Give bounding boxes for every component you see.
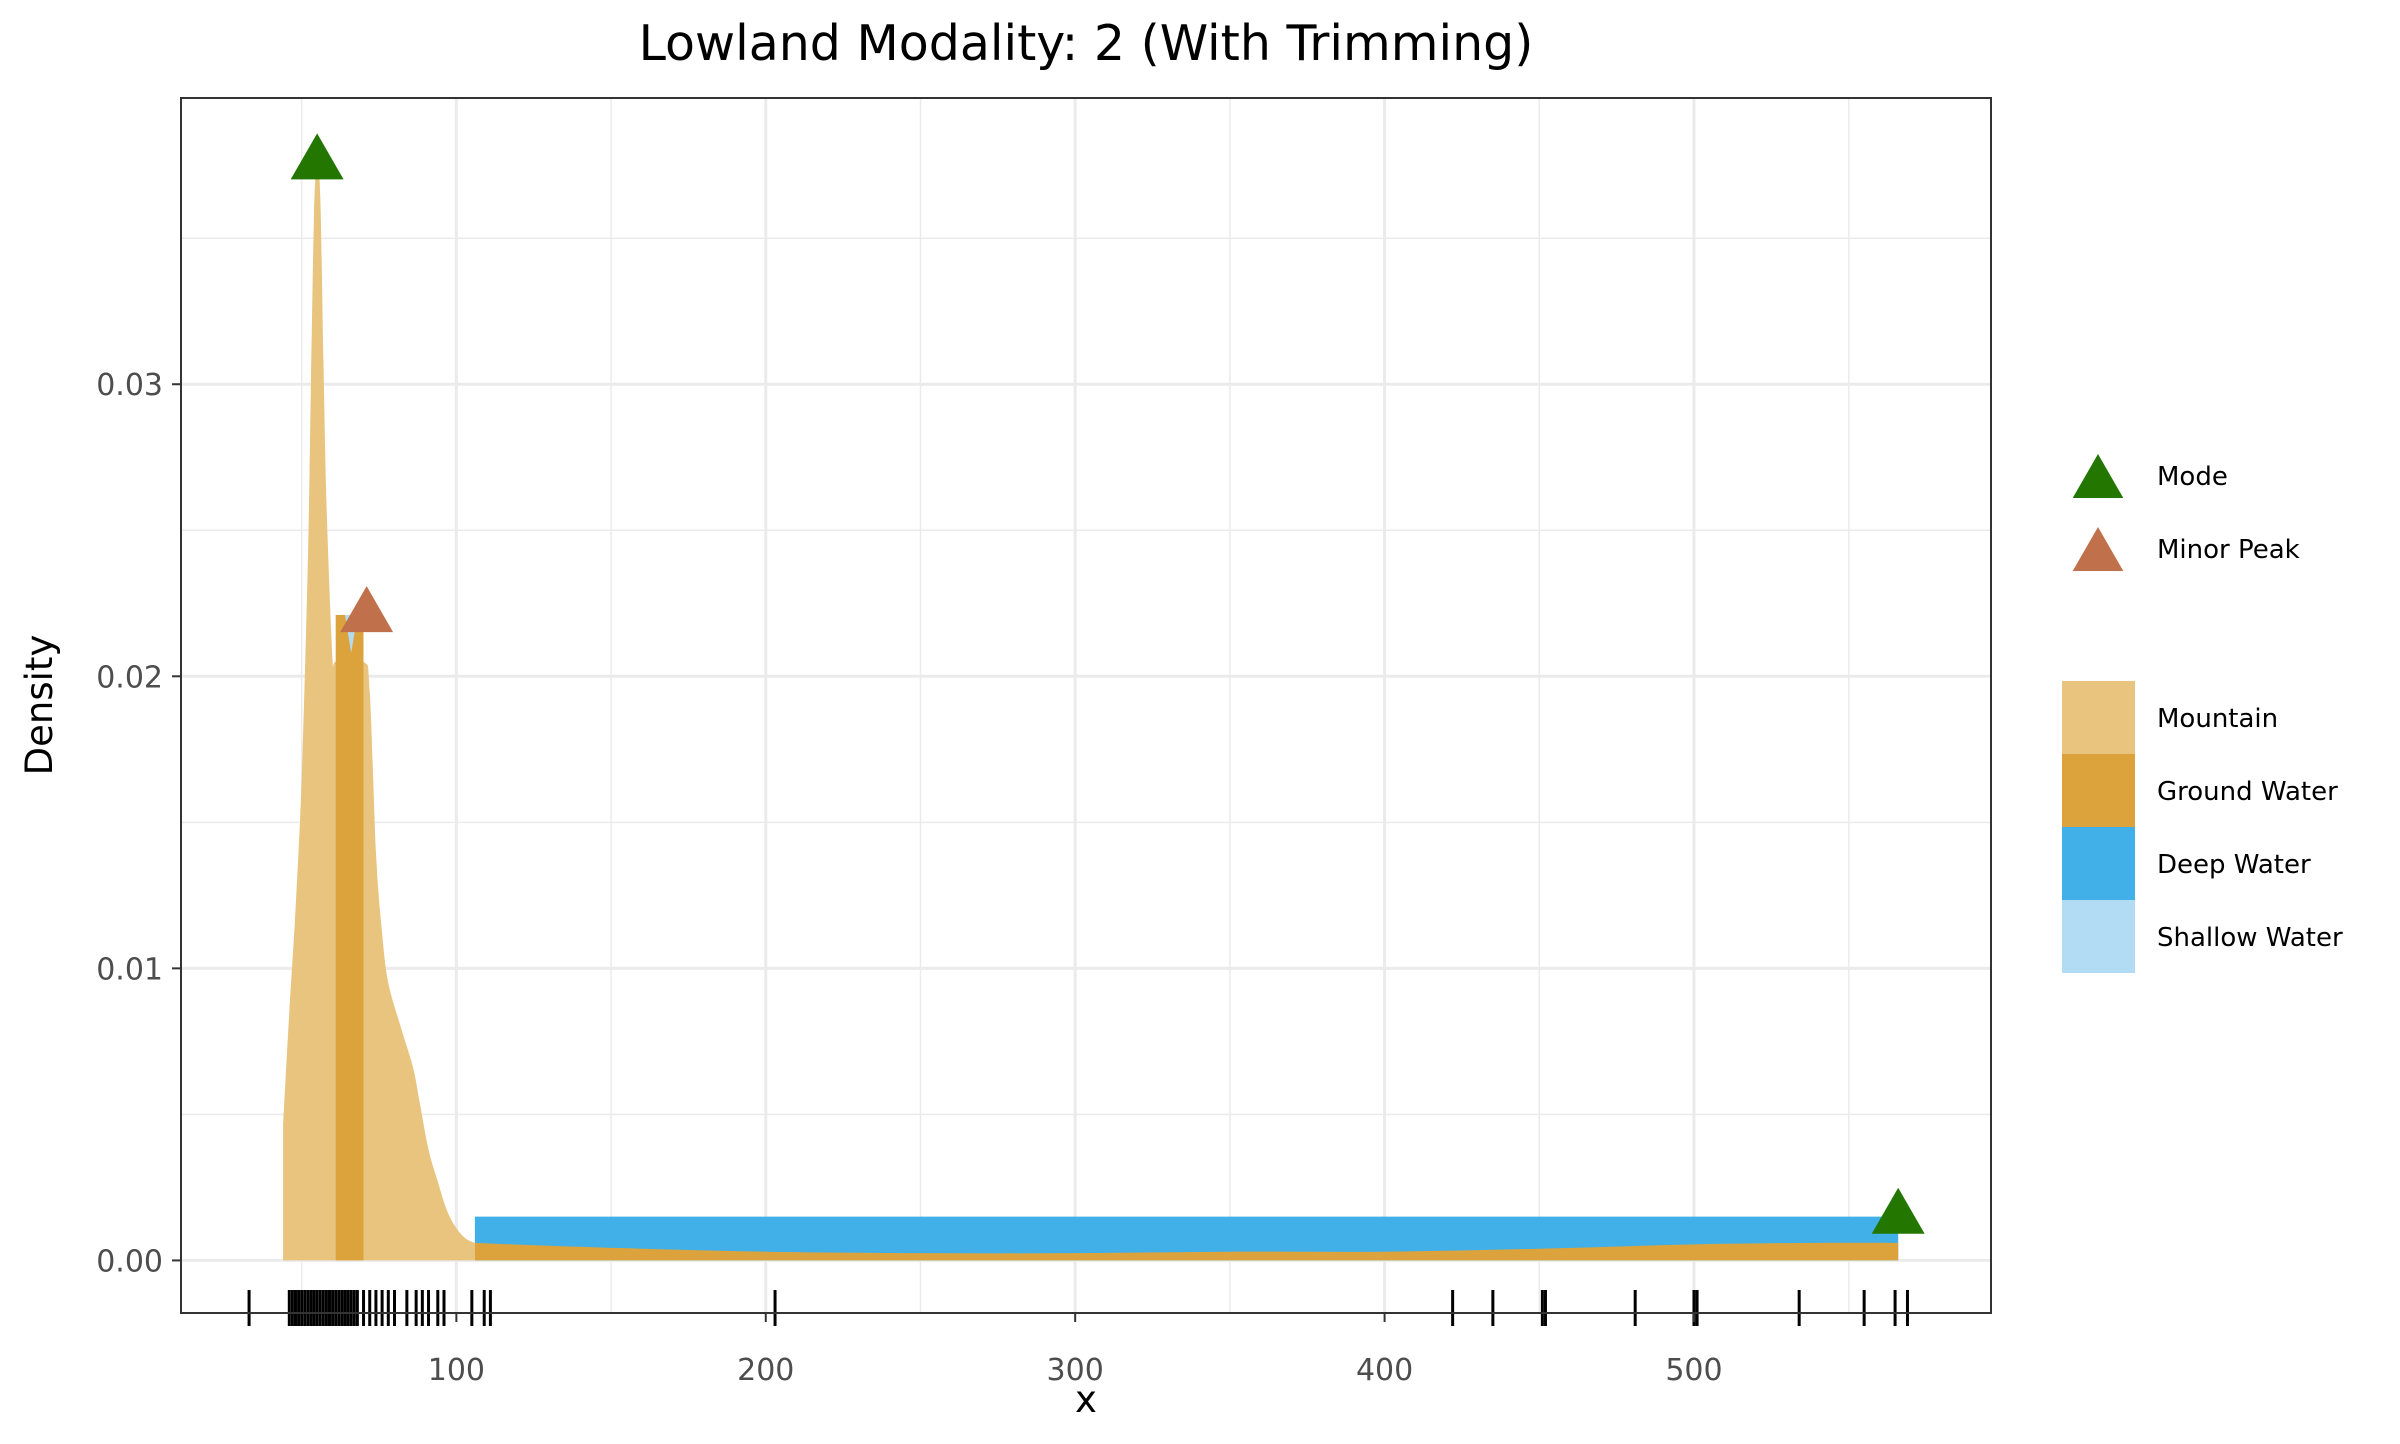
y-axis-title: Density [18, 635, 61, 776]
y-tick-label: 0.00 [96, 1244, 163, 1279]
legend-swatch [2062, 827, 2135, 900]
legend-markers: Mode Minor Peak [2072, 454, 2300, 571]
x-tick-label: 500 [1665, 1353, 1722, 1388]
rug-layer [247, 1290, 1909, 1326]
x-tick-label: 300 [1047, 1353, 1104, 1388]
x-tick-label: 400 [1356, 1353, 1413, 1388]
mountain-area [283, 163, 475, 1261]
y-axis: 0.00 0.01 0.02 0.03 [96, 368, 181, 1279]
x-tick-label: 100 [428, 1353, 485, 1388]
legend-mode-icon [2072, 454, 2124, 498]
mode-marker [1871, 1187, 1925, 1234]
x-tick-label: 200 [737, 1353, 794, 1388]
grid-layer [181, 98, 1991, 1313]
plot-panel [180, 97, 1992, 1326]
chart-title: Lowland Modality: 2 (With Trimming) [639, 15, 1534, 72]
legend-label: Shallow Water [2157, 923, 2343, 953]
legend-fills: Mountain Ground Water Deep Water Shallow Wa… [2062, 681, 2343, 973]
y-tick-label: 0.01 [96, 952, 163, 987]
legend-minor-peak-icon [2072, 527, 2124, 571]
density-area-layer [283, 163, 1899, 1261]
legend-label: Minor Peak [2157, 535, 2300, 565]
y-tick-label: 0.03 [96, 368, 163, 403]
legend-label: Mountain [2157, 704, 2278, 734]
ground-water-spike [335, 615, 364, 1261]
legend-swatch [2062, 900, 2135, 973]
x-axis: 100 200 300 400 500 [428, 1313, 1723, 1388]
y-tick-label: 0.02 [96, 660, 163, 695]
panel-background [181, 98, 1991, 1313]
mode-marker [290, 133, 344, 180]
panel-border [180, 97, 1992, 1314]
legend-label: Mode [2157, 462, 2228, 492]
ground-water-area [474, 1242, 1899, 1261]
legend-label: Ground Water [2157, 777, 2338, 807]
legend-swatch [2062, 754, 2135, 827]
x-axis-title: x [1075, 1378, 1097, 1421]
minor-peak-marker [340, 586, 394, 633]
legend-label: Deep Water [2157, 850, 2311, 880]
peak-marker-layer [290, 133, 1925, 1234]
legend-swatch [2062, 681, 2135, 754]
